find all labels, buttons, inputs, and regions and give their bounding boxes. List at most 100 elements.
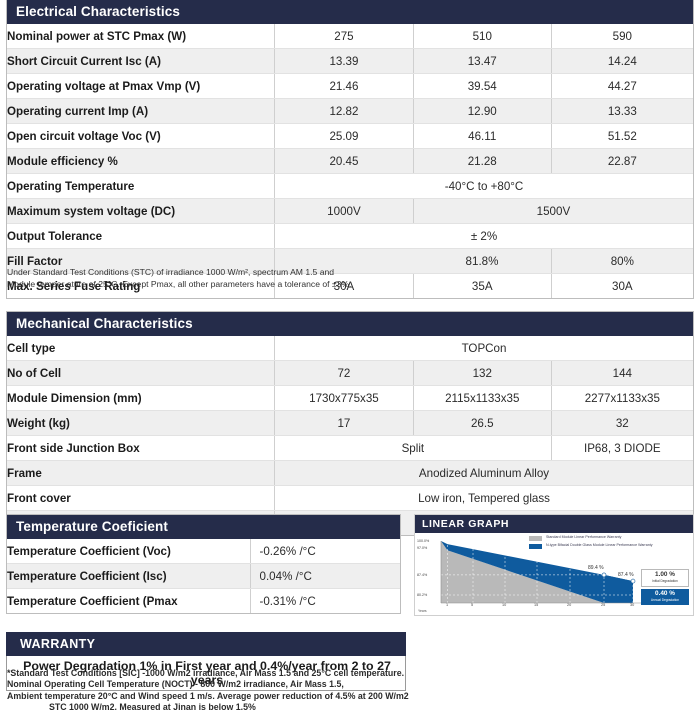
electrical-footnote-line2: Module temper ature of 25°C. Except Pmax… [7,278,352,289]
row-label: Temperature Coefficient (Voc) [7,539,251,564]
row-label: Fill Factor [7,248,276,274]
data-point-89-4 [601,572,607,578]
row-label: Operating current Imp (A) [7,98,276,124]
row-value: 510 [413,24,552,49]
row-value: 51.52 [551,123,693,149]
table-row: Maximum system voltage (DC) 1000V 1500V [7,198,693,224]
row-label: Nominal power at STC Pmax (W) [7,24,276,49]
row-value: 1730x775x35 [274,385,414,411]
row-value: 32 [551,410,693,436]
warranty-note-line4: STC 1000 W/m2. Measured at Jinan is belo… [49,701,256,712]
row-value: 35A [413,273,552,298]
table-row: Module efficiency % 20.45 21.28 22.87 [7,148,693,174]
table-row: Frame Anodized Aluminum Alloy [7,460,693,486]
x-tick-label-6: 30 [630,603,635,607]
x-tick-label-1: 5 [471,603,474,607]
row-value: IP68, 3 DIODE [551,435,693,461]
table-row: Temperature Coefficient (Pmax -0.31% /°C [7,588,400,613]
row-value: 39.54 [413,73,552,99]
ntype-warranty-area [441,541,633,603]
row-value: 13.39 [274,48,414,74]
table-row: Temperature Coefficient (Voc) -0.26% /°C [7,539,400,564]
row-label: Cell type [7,336,276,361]
table-row: Cell type TOPCon [7,336,693,361]
row-label: Module efficiency % [7,148,276,174]
table-row: Short Circuit Current Isc (A) 13.39 13.4… [7,48,693,74]
legend-item-ntype: N-type Bifacial Double Glass Module Line… [529,543,687,549]
row-value: 30A [612,279,633,293]
row-value: 2277x1133x35 [551,385,693,411]
annotation-87-4: 87.4 % [618,572,634,578]
row-value: 590 [551,24,693,49]
x-tick-label-0: 1 [446,603,449,607]
row-value: 132 [413,360,552,386]
standard-warranty-area [441,541,604,603]
row-label: Max. Series Fuse Rating [7,273,276,298]
x-tick-label-2: 10 [502,603,507,607]
y-tick-label-1: 97.0% [417,546,428,550]
badge-label: Annual Degradation [650,598,680,602]
legend-label: Standard Module Linear Performance Warra… [546,535,622,539]
electrical-footnote: Under Standard Test Conditions (STC) of … [7,267,351,290]
row-value: 14.24 [551,48,693,74]
warranty-statement: Power Degradation 1% in First year and 0… [6,656,406,691]
badge-annual-degradation: 0.40 % Annual Degradation [641,589,689,605]
row-value: 44.27 [551,73,693,99]
annotation-89-4: 89.4 % [588,565,604,571]
electrical-footnote-line1: Under Standard Test Conditions (STC) of … [7,267,335,277]
y-tick-label-0: 100.0% [417,539,430,543]
linear-graph-svg [440,541,655,604]
row-value [274,248,414,274]
row-label: Front cover [7,485,276,511]
row-value-merged: Anodized Aluminum Alloy [274,460,693,486]
x-tick-label-3: 15 [534,603,539,607]
row-value: -0.31% /°C [259,594,316,608]
table-row: Output Tolerance ± 2% [7,223,693,249]
row-value: 1500V [413,198,693,224]
row-value-merged: -40°C to +80°C [274,173,693,199]
row-value: 72 [274,360,414,386]
row-value: 12.82 [274,98,414,124]
row-label: Temperature Coefficient (Pmax [7,588,251,613]
legend-label: N-type Bifacial Double Glass Module Line… [546,542,653,547]
badge-initial-degradation: 1.00 % Initial Degradation [641,569,689,587]
row-value: 1000V [274,198,414,224]
data-point-87-4 [630,578,636,584]
row-value: 80% [551,248,693,274]
badge-value: 1.00 % [655,571,675,578]
row-label: Frame [7,460,276,486]
row-label: Short Circuit Current Isc (A) [7,48,276,74]
row-value: 12.90 [413,98,552,124]
linear-graph-title: LINEAR GRAPH [415,515,693,533]
legend-swatch-icon [529,536,542,541]
temperature-table: Temperature Coefficient (Voc) -0.26% /°C… [7,539,400,613]
row-value: 81.8% [413,248,552,274]
row-label: Front side Junction Box [7,435,276,461]
row-value: 26.5 [413,410,552,436]
table-row: Operating current Imp (A) 12.82 12.90 13… [7,98,693,124]
y-tick-label-2: 87.4% [417,573,428,577]
row-value: 13.33 [551,98,693,124]
row-value: 30A [274,273,414,298]
table-row: Nominal power at STC Pmax (W) 275 510 59… [7,24,693,49]
row-value: 21.46 [274,73,414,99]
row-label: Temperature Coefficient (Isc) [7,563,251,589]
mechanical-section-header: Mechanical Characteristics [7,312,693,336]
badge-value: 0.40 % [655,590,675,597]
x-axis-label: Years [418,609,427,613]
table-row: Front cover Low iron, Tempered glass [7,485,693,511]
warranty-note-line3: Ambient temperature 20°C and Wind speed … [7,690,409,701]
linear-graph-plot: 100.0% 97.0% 87.4% 80.2% 1 5 10 15 20 25… [415,533,693,613]
table-row: Front side Junction Box Split IP68, 3 DI… [7,435,693,461]
electrical-table: Nominal power at STC Pmax (W) 275 510 59… [7,24,693,298]
table-row: Temperature Coefficient (Isc) 0.04% /°C [7,563,400,589]
ntype-warranty-block [604,574,633,603]
row-label: Maximum system voltage (DC) [7,198,276,224]
row-value: 20.45 [274,148,414,174]
legend-swatch-icon [529,543,542,549]
row-value: 13.47 [413,48,552,74]
x-tick-label-4: 20 [567,603,572,607]
warranty-note-line1: *Standard Test Conditions [SIC] -1000 W/… [7,668,405,678]
row-label: Weight (kg) [7,410,276,436]
